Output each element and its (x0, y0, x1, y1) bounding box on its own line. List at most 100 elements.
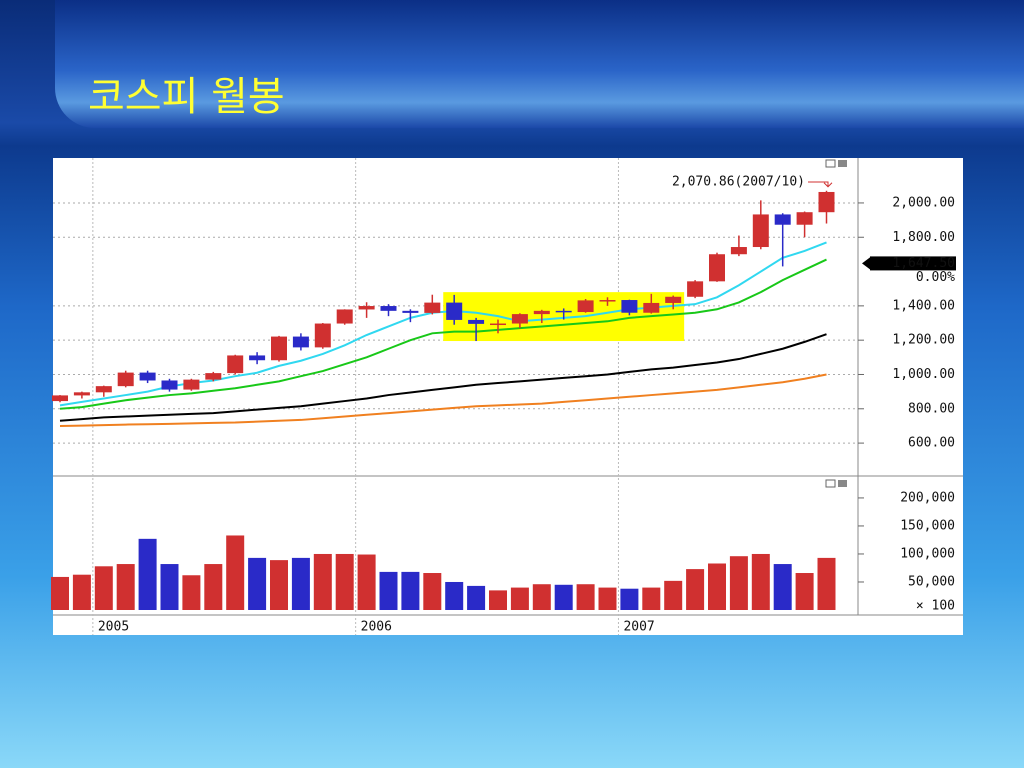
volume-bar (510, 587, 529, 610)
y-tick-label: 600.00 (908, 436, 955, 451)
volume-bar (291, 557, 310, 610)
candle-body (249, 355, 266, 361)
volume-bar (335, 553, 354, 610)
y-tick-label: 1,400.00 (892, 298, 955, 313)
candle-body (687, 281, 704, 297)
candle-body (314, 323, 331, 348)
candle-body (599, 300, 616, 302)
candle-body (336, 309, 353, 324)
x-tick-label: 2007 (623, 620, 654, 635)
volume-bar (270, 560, 288, 610)
volume-bar (313, 553, 332, 610)
volume-bar (773, 564, 792, 610)
volume-bar (467, 585, 486, 610)
volume-bar (576, 584, 595, 610)
candle-body (446, 302, 463, 320)
candle-body (555, 310, 572, 313)
candle-body (709, 254, 725, 282)
candle-body (468, 319, 485, 324)
volume-bar (160, 564, 179, 610)
candle-body (818, 191, 835, 213)
candle-body (424, 302, 441, 313)
volume-bar (379, 571, 398, 610)
volume-bar (116, 564, 135, 610)
current-price-box (870, 256, 956, 271)
moving-average-line (59, 333, 827, 422)
volume-bar (226, 535, 245, 610)
candle-body (796, 212, 813, 225)
volume-bar (248, 557, 267, 610)
y-tick-label: 100,000 (900, 546, 955, 561)
candle-body (774, 214, 791, 225)
candle-body (533, 310, 550, 315)
volume-bar (642, 587, 661, 610)
change-label: 0.00% (916, 270, 955, 285)
y-tick-label: 1,000.00 (892, 367, 955, 382)
candle-body (205, 373, 222, 380)
candle-body (227, 355, 244, 374)
candle-body (665, 296, 682, 303)
current-price-pointer (862, 257, 870, 270)
candle-body (577, 300, 594, 313)
candle-body (271, 336, 287, 361)
volume-bar (204, 564, 223, 610)
candle-body (358, 306, 375, 310)
candle-body (117, 372, 134, 387)
y-tick-label: 200,000 (900, 490, 955, 505)
volume-bar (94, 566, 113, 610)
candle-body (752, 214, 769, 248)
volume-bar (182, 575, 201, 610)
volume-bar (817, 557, 836, 610)
slide-title: 코스피 월봉 (88, 74, 285, 120)
x-tick-label: 2005 (98, 620, 129, 635)
volume-bar (598, 587, 617, 610)
candle-body (52, 395, 68, 402)
candle-body (621, 300, 638, 313)
candle-body (161, 380, 178, 390)
panel-icons (825, 159, 847, 488)
volume-bar (401, 571, 420, 610)
candle-body (95, 386, 112, 393)
annotation-arrow (808, 181, 833, 188)
y-tick-label: 150,000 (900, 518, 955, 533)
volume-bar (357, 554, 376, 610)
candle-body (730, 247, 747, 255)
volume-bar (423, 573, 442, 610)
candle-body (380, 306, 397, 311)
candle-body (183, 379, 200, 390)
volume-bar (620, 588, 639, 610)
volume-bar (72, 574, 91, 610)
volume-bar (489, 590, 507, 610)
volume-bar (554, 584, 573, 610)
volume-bar (138, 538, 157, 610)
volume-bar (751, 553, 770, 610)
volume-bar (795, 573, 814, 610)
volume-bar (51, 576, 69, 610)
current-price-label: 1,647.50 (892, 256, 955, 271)
y-tick-label: 1,200.00 (892, 333, 955, 348)
y-tick-label: 800.00 (908, 401, 955, 416)
moving-average-line (59, 373, 827, 427)
unit-label: × 100 (916, 599, 955, 614)
volume-bar (686, 569, 705, 610)
volume-bar (708, 563, 726, 610)
candle-body (490, 323, 506, 326)
volume-bar (664, 580, 683, 610)
volume-bar (532, 584, 551, 610)
high-annotation: 2,070.86(2007/10) (672, 175, 805, 190)
volume-bar (445, 581, 464, 610)
moving-average-line (59, 258, 827, 410)
candle-body (643, 302, 660, 313)
candle-body (139, 372, 156, 381)
y-tick-label: 50,000 (908, 574, 955, 589)
candle-body (292, 336, 309, 348)
candle-body (402, 310, 419, 313)
header-band (55, 0, 1024, 128)
candle-body (73, 392, 90, 396)
y-tick-label: 1,800.00 (892, 230, 955, 245)
volume-bar (729, 556, 748, 610)
y-tick-label: 2,000.00 (892, 195, 955, 210)
x-tick-label: 2006 (361, 620, 392, 635)
